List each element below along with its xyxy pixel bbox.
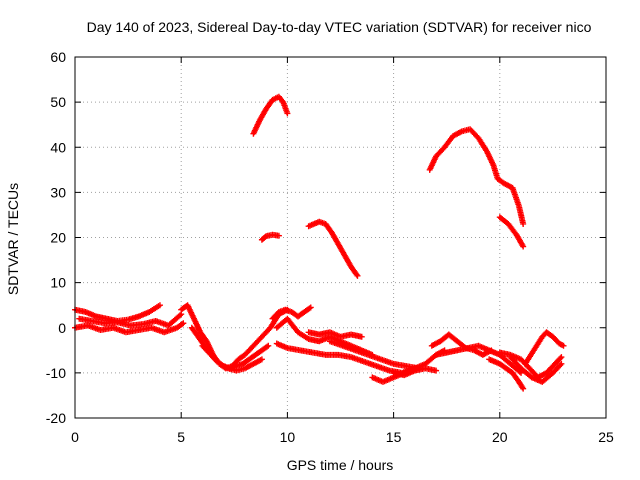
- data-point: [306, 305, 313, 312]
- data-point: [265, 342, 272, 349]
- y-tick-label: 0: [58, 320, 66, 336]
- series-arc-12: [269, 304, 314, 322]
- y-tick-label: 20: [50, 230, 66, 246]
- data-point: [433, 367, 440, 374]
- data-point: [264, 343, 271, 350]
- data-point: [557, 362, 564, 369]
- series-arc-04: [426, 126, 527, 227]
- data-point: [354, 272, 361, 279]
- x-tick-label: 10: [280, 429, 296, 445]
- series-arc-01: [250, 93, 291, 137]
- data-point: [520, 385, 527, 392]
- data-point: [520, 243, 527, 250]
- y-tick-label: 60: [50, 49, 66, 65]
- y-tick-label: 30: [50, 184, 66, 200]
- series-arc-11: [199, 342, 265, 374]
- y-tick-label: -10: [46, 365, 66, 381]
- grid-layer: [75, 57, 606, 418]
- series-arc-07: [72, 320, 187, 336]
- series-arc-05: [496, 214, 527, 250]
- data-point: [275, 232, 282, 239]
- y-tick-label: 40: [50, 139, 66, 155]
- data-point: [307, 304, 314, 311]
- series-arc-24: [507, 354, 565, 385]
- data-point: [560, 342, 567, 349]
- y-tick-label: 10: [50, 275, 66, 291]
- series-arc-02: [258, 231, 282, 243]
- y-axis-label: SDTVAR / TECUs: [5, 183, 21, 295]
- data-point: [156, 302, 163, 309]
- series-arc-14: [305, 329, 365, 340]
- x-axis-label: GPS time / hours: [287, 457, 394, 473]
- chart-title: Day 140 of 2023, Sidereal Day-to-day VTE…: [87, 19, 592, 35]
- data-point: [358, 333, 365, 340]
- x-tick-label: 15: [386, 429, 402, 445]
- plot-frame: [74, 56, 607, 419]
- data-layer: [72, 93, 567, 392]
- data-point: [558, 360, 565, 367]
- data-point: [258, 356, 265, 363]
- data-point: [557, 355, 564, 362]
- data-point: [558, 354, 565, 361]
- data-point: [353, 271, 360, 278]
- series-arc-03: [305, 218, 361, 279]
- series-arc-08: [76, 311, 185, 329]
- x-tick-label: 25: [598, 429, 614, 445]
- series-arc-23: [522, 329, 567, 367]
- y-tick-label: 50: [50, 94, 66, 110]
- series-arc-16: [326, 338, 423, 372]
- x-tick-label: 20: [492, 429, 508, 445]
- data-point: [284, 110, 291, 117]
- series-arc-21: [486, 356, 527, 392]
- data-point: [520, 220, 527, 227]
- series-arc-18: [390, 365, 440, 379]
- data-point: [180, 320, 187, 327]
- data-point: [176, 312, 183, 319]
- data-point: [179, 321, 186, 328]
- x-tick-label: 5: [177, 429, 185, 445]
- x-tick-label: 0: [71, 429, 79, 445]
- y-tick-label: -20: [46, 410, 66, 426]
